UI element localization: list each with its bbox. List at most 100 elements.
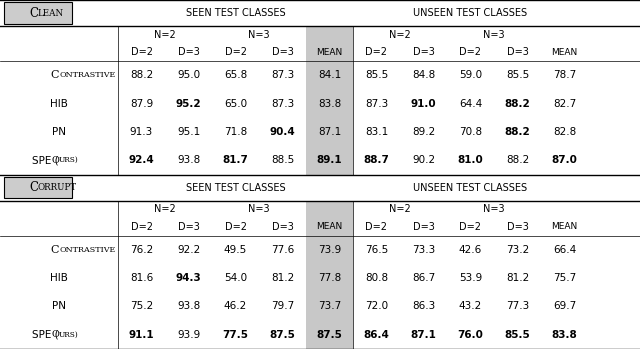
Text: 88.7: 88.7 xyxy=(364,155,389,165)
Text: 86.3: 86.3 xyxy=(412,302,435,311)
Text: D=2: D=2 xyxy=(365,222,387,232)
Text: 65.0: 65.0 xyxy=(224,99,247,109)
Text: 87.9: 87.9 xyxy=(130,99,153,109)
Text: C: C xyxy=(29,7,38,20)
Text: 95.2: 95.2 xyxy=(176,99,202,109)
Text: 80.8: 80.8 xyxy=(365,273,388,283)
Text: 82.8: 82.8 xyxy=(553,127,576,137)
Text: URS): URS) xyxy=(59,331,79,339)
Text: MEAN: MEAN xyxy=(552,222,578,231)
Text: C: C xyxy=(51,245,59,255)
Text: 87.3: 87.3 xyxy=(365,99,388,109)
Text: D=2: D=2 xyxy=(131,47,152,57)
Text: D=3: D=3 xyxy=(413,222,435,232)
Text: SPE (: SPE ( xyxy=(33,155,59,165)
Text: 53.9: 53.9 xyxy=(459,273,482,283)
Text: 77.3: 77.3 xyxy=(506,302,529,311)
Text: D=3: D=3 xyxy=(177,47,200,57)
Bar xyxy=(306,201,353,349)
Text: 85.5: 85.5 xyxy=(506,70,529,80)
Text: 91.3: 91.3 xyxy=(130,127,153,137)
Text: 43.2: 43.2 xyxy=(459,302,482,311)
Text: ORRUPT: ORRUPT xyxy=(38,183,77,192)
Text: 84.8: 84.8 xyxy=(412,70,435,80)
Text: D=2: D=2 xyxy=(365,47,387,57)
Text: 42.6: 42.6 xyxy=(459,245,482,255)
Text: 87.3: 87.3 xyxy=(271,99,294,109)
Text: HIB: HIB xyxy=(50,273,68,283)
Text: 73.9: 73.9 xyxy=(318,245,341,255)
Text: 77.6: 77.6 xyxy=(271,245,294,255)
Text: 76.5: 76.5 xyxy=(365,245,388,255)
Text: 87.5: 87.5 xyxy=(269,330,296,340)
Text: 91.1: 91.1 xyxy=(129,330,154,340)
Text: ONTRASTIVE: ONTRASTIVE xyxy=(59,71,115,79)
Text: HIB: HIB xyxy=(50,99,68,109)
Text: 65.8: 65.8 xyxy=(224,70,247,80)
Text: 86.7: 86.7 xyxy=(412,273,435,283)
Text: 46.2: 46.2 xyxy=(224,302,247,311)
Text: SEEN TEST CLASSES: SEEN TEST CLASSES xyxy=(186,183,285,193)
Text: 73.7: 73.7 xyxy=(318,302,341,311)
Text: N=3: N=3 xyxy=(483,205,505,214)
Text: 83.8: 83.8 xyxy=(318,99,341,109)
Text: N=2: N=2 xyxy=(389,205,411,214)
Text: PN: PN xyxy=(52,302,66,311)
Text: 64.4: 64.4 xyxy=(459,99,482,109)
Text: 81.6: 81.6 xyxy=(130,273,153,283)
Text: 49.5: 49.5 xyxy=(224,245,247,255)
Text: 90.4: 90.4 xyxy=(269,127,296,137)
Text: 75.7: 75.7 xyxy=(553,273,576,283)
Text: 81.2: 81.2 xyxy=(506,273,529,283)
Text: 76.2: 76.2 xyxy=(130,245,153,255)
Text: D=3: D=3 xyxy=(507,222,529,232)
Text: URS): URS) xyxy=(59,156,79,164)
Text: N=2: N=2 xyxy=(154,205,176,214)
Text: 66.4: 66.4 xyxy=(553,245,576,255)
Text: 92.2: 92.2 xyxy=(177,245,200,255)
Text: 75.2: 75.2 xyxy=(130,302,153,311)
Text: N=3: N=3 xyxy=(248,205,270,214)
Text: 81.7: 81.7 xyxy=(223,155,248,165)
Text: PN: PN xyxy=(52,127,66,137)
Text: 83.8: 83.8 xyxy=(552,330,577,340)
Text: 93.9: 93.9 xyxy=(177,330,200,340)
Text: 91.0: 91.0 xyxy=(411,99,436,109)
Text: 86.4: 86.4 xyxy=(364,330,389,340)
Text: D=3: D=3 xyxy=(271,222,293,232)
Text: 87.0: 87.0 xyxy=(552,155,577,165)
Text: D=3: D=3 xyxy=(413,47,435,57)
Text: 81.2: 81.2 xyxy=(271,273,294,283)
Bar xyxy=(4,177,72,199)
Text: 77.8: 77.8 xyxy=(318,273,341,283)
Text: 88.5: 88.5 xyxy=(271,155,294,165)
Text: SPE (: SPE ( xyxy=(33,330,59,340)
Text: D=2: D=2 xyxy=(225,47,246,57)
Text: C: C xyxy=(51,70,59,80)
Text: 81.0: 81.0 xyxy=(458,155,483,165)
Text: 94.3: 94.3 xyxy=(175,273,202,283)
Text: 82.7: 82.7 xyxy=(553,99,576,109)
Text: 90.2: 90.2 xyxy=(412,155,435,165)
Text: 77.5: 77.5 xyxy=(223,330,248,340)
Bar xyxy=(306,26,353,174)
Text: 73.2: 73.2 xyxy=(506,245,529,255)
Text: 89.1: 89.1 xyxy=(317,155,342,165)
Text: 84.1: 84.1 xyxy=(318,70,341,80)
Text: D=3: D=3 xyxy=(177,222,200,232)
Text: 88.2: 88.2 xyxy=(130,70,153,80)
Text: O: O xyxy=(51,330,59,339)
Text: 70.8: 70.8 xyxy=(459,127,482,137)
Text: D=2: D=2 xyxy=(225,222,246,232)
Text: 69.7: 69.7 xyxy=(553,302,576,311)
Text: C: C xyxy=(29,181,38,194)
Text: UNSEEN TEST CLASSES: UNSEEN TEST CLASSES xyxy=(413,8,527,18)
Text: 88.2: 88.2 xyxy=(504,99,531,109)
Text: D=3: D=3 xyxy=(507,47,529,57)
Text: D=3: D=3 xyxy=(271,47,293,57)
Text: 87.1: 87.1 xyxy=(411,330,436,340)
Text: 95.0: 95.0 xyxy=(177,70,200,80)
Text: O: O xyxy=(51,156,59,165)
Text: 93.8: 93.8 xyxy=(177,155,200,165)
Text: 73.3: 73.3 xyxy=(412,245,435,255)
